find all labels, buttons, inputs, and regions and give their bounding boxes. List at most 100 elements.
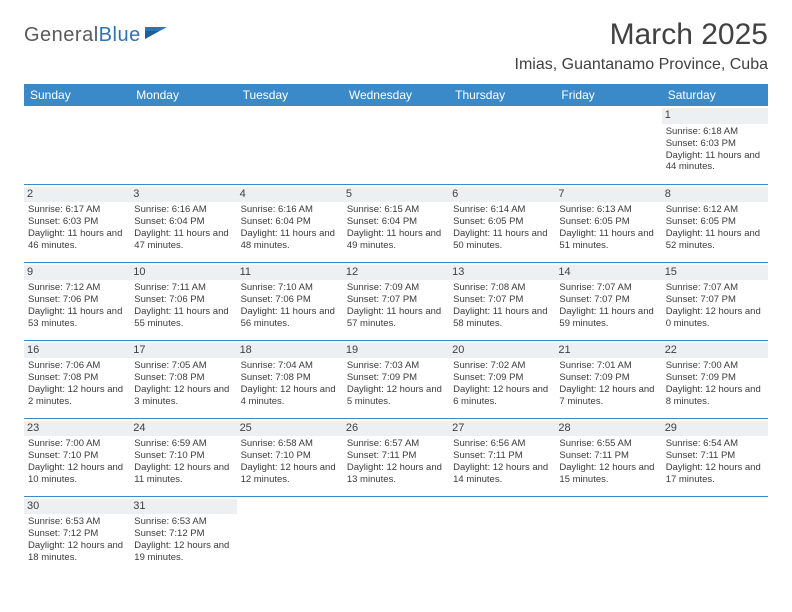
sunset-text: Sunset: 7:08 PM xyxy=(134,372,232,384)
sunset-text: Sunset: 6:05 PM xyxy=(666,216,764,228)
sunrise-text: Sunrise: 7:12 AM xyxy=(28,282,126,294)
daylight-text: Daylight: 12 hours and 14 minutes. xyxy=(453,462,551,486)
sunset-text: Sunset: 6:03 PM xyxy=(28,216,126,228)
sunset-text: Sunset: 7:06 PM xyxy=(241,294,339,306)
sunset-text: Sunset: 7:07 PM xyxy=(347,294,445,306)
calendar-cell: 23Sunrise: 7:00 AMSunset: 7:10 PMDayligh… xyxy=(24,418,130,496)
calendar-cell xyxy=(555,106,661,184)
sunset-text: Sunset: 7:10 PM xyxy=(241,450,339,462)
day-number: 19 xyxy=(343,343,449,359)
calendar-cell: 19Sunrise: 7:03 AMSunset: 7:09 PMDayligh… xyxy=(343,340,449,418)
daylight-text: Daylight: 11 hours and 48 minutes. xyxy=(241,228,339,252)
calendar-cell: 20Sunrise: 7:02 AMSunset: 7:09 PMDayligh… xyxy=(449,340,555,418)
calendar-cell: 10Sunrise: 7:11 AMSunset: 7:06 PMDayligh… xyxy=(130,262,236,340)
calendar-row: 16Sunrise: 7:06 AMSunset: 7:08 PMDayligh… xyxy=(24,340,768,418)
day-number: 10 xyxy=(130,265,236,281)
sunset-text: Sunset: 7:09 PM xyxy=(453,372,551,384)
sunset-text: Sunset: 7:12 PM xyxy=(28,528,126,540)
sunrise-text: Sunrise: 6:54 AM xyxy=(666,438,764,450)
calendar-row: 1Sunrise: 6:18 AMSunset: 6:03 PMDaylight… xyxy=(24,106,768,184)
daylight-text: Daylight: 12 hours and 13 minutes. xyxy=(347,462,445,486)
calendar-cell: 26Sunrise: 6:57 AMSunset: 7:11 PMDayligh… xyxy=(343,418,449,496)
sunset-text: Sunset: 7:07 PM xyxy=(453,294,551,306)
day-number: 18 xyxy=(237,343,343,359)
day-number: 14 xyxy=(555,265,661,281)
sunset-text: Sunset: 7:09 PM xyxy=(559,372,657,384)
sunset-text: Sunset: 6:03 PM xyxy=(666,138,764,150)
calendar-table: Sunday Monday Tuesday Wednesday Thursday… xyxy=(24,84,768,574)
day-number: 8 xyxy=(662,187,768,203)
calendar-row: 23Sunrise: 7:00 AMSunset: 7:10 PMDayligh… xyxy=(24,418,768,496)
sunrise-text: Sunrise: 6:12 AM xyxy=(666,204,764,216)
calendar-cell: 27Sunrise: 6:56 AMSunset: 7:11 PMDayligh… xyxy=(449,418,555,496)
day-number: 5 xyxy=(343,187,449,203)
sunset-text: Sunset: 7:11 PM xyxy=(559,450,657,462)
calendar-row: 9Sunrise: 7:12 AMSunset: 7:06 PMDaylight… xyxy=(24,262,768,340)
sunrise-text: Sunrise: 7:05 AM xyxy=(134,360,232,372)
calendar-cell xyxy=(555,496,661,574)
calendar-cell xyxy=(237,106,343,184)
day-number: 22 xyxy=(662,343,768,359)
daylight-text: Daylight: 12 hours and 12 minutes. xyxy=(241,462,339,486)
calendar-cell: 4Sunrise: 6:16 AMSunset: 6:04 PMDaylight… xyxy=(237,184,343,262)
calendar-cell: 1Sunrise: 6:18 AMSunset: 6:03 PMDaylight… xyxy=(662,106,768,184)
sunrise-text: Sunrise: 6:53 AM xyxy=(134,516,232,528)
daylight-text: Daylight: 12 hours and 6 minutes. xyxy=(453,384,551,408)
sunrise-text: Sunrise: 7:09 AM xyxy=(347,282,445,294)
dayhead-monday: Monday xyxy=(130,84,236,106)
daylight-text: Daylight: 11 hours and 56 minutes. xyxy=(241,306,339,330)
sunrise-text: Sunrise: 7:07 AM xyxy=(666,282,764,294)
day-number: 11 xyxy=(237,265,343,281)
sunset-text: Sunset: 7:07 PM xyxy=(666,294,764,306)
calendar-cell: 25Sunrise: 6:58 AMSunset: 7:10 PMDayligh… xyxy=(237,418,343,496)
calendar-cell: 9Sunrise: 7:12 AMSunset: 7:06 PMDaylight… xyxy=(24,262,130,340)
calendar-cell xyxy=(24,106,130,184)
daylight-text: Daylight: 11 hours and 44 minutes. xyxy=(666,150,764,174)
daylight-text: Daylight: 12 hours and 19 minutes. xyxy=(134,540,232,564)
sunrise-text: Sunrise: 7:10 AM xyxy=(241,282,339,294)
day-number: 6 xyxy=(449,187,555,203)
sunrise-text: Sunrise: 7:00 AM xyxy=(28,438,126,450)
daylight-text: Daylight: 12 hours and 5 minutes. xyxy=(347,384,445,408)
logo-text: GeneralBlue xyxy=(24,24,141,47)
logo-text-part2: Blue xyxy=(99,24,141,46)
dayhead-saturday: Saturday xyxy=(662,84,768,106)
sunrise-text: Sunrise: 7:02 AM xyxy=(453,360,551,372)
calendar-row: 2Sunrise: 6:17 AMSunset: 6:03 PMDaylight… xyxy=(24,184,768,262)
daylight-text: Daylight: 11 hours and 59 minutes. xyxy=(559,306,657,330)
calendar-cell: 2Sunrise: 6:17 AMSunset: 6:03 PMDaylight… xyxy=(24,184,130,262)
daylight-text: Daylight: 11 hours and 47 minutes. xyxy=(134,228,232,252)
daylight-text: Daylight: 12 hours and 0 minutes. xyxy=(666,306,764,330)
calendar-cell xyxy=(130,106,236,184)
sunrise-text: Sunrise: 7:03 AM xyxy=(347,360,445,372)
calendar-cell xyxy=(449,106,555,184)
daylight-text: Daylight: 11 hours and 53 minutes. xyxy=(28,306,126,330)
calendar-cell: 29Sunrise: 6:54 AMSunset: 7:11 PMDayligh… xyxy=(662,418,768,496)
day-number: 17 xyxy=(130,343,236,359)
day-number: 7 xyxy=(555,187,661,203)
calendar-cell: 11Sunrise: 7:10 AMSunset: 7:06 PMDayligh… xyxy=(237,262,343,340)
sunset-text: Sunset: 7:11 PM xyxy=(347,450,445,462)
day-number: 21 xyxy=(555,343,661,359)
daylight-text: Daylight: 11 hours and 52 minutes. xyxy=(666,228,764,252)
sunset-text: Sunset: 7:08 PM xyxy=(241,372,339,384)
calendar-body: 1Sunrise: 6:18 AMSunset: 6:03 PMDaylight… xyxy=(24,106,768,574)
day-number: 23 xyxy=(24,421,130,437)
day-number: 31 xyxy=(130,499,236,515)
sunrise-text: Sunrise: 7:08 AM xyxy=(453,282,551,294)
day-number: 1 xyxy=(662,108,768,124)
daylight-text: Daylight: 12 hours and 17 minutes. xyxy=(666,462,764,486)
calendar-cell xyxy=(237,496,343,574)
sunrise-text: Sunrise: 6:16 AM xyxy=(241,204,339,216)
daylight-text: Daylight: 12 hours and 11 minutes. xyxy=(134,462,232,486)
calendar-cell xyxy=(343,496,449,574)
sunrise-text: Sunrise: 7:01 AM xyxy=(559,360,657,372)
calendar-cell: 6Sunrise: 6:14 AMSunset: 6:05 PMDaylight… xyxy=(449,184,555,262)
daylight-text: Daylight: 12 hours and 10 minutes. xyxy=(28,462,126,486)
dayhead-sunday: Sunday xyxy=(24,84,130,106)
calendar-cell xyxy=(343,106,449,184)
sunset-text: Sunset: 7:12 PM xyxy=(134,528,232,540)
daylight-text: Daylight: 11 hours and 51 minutes. xyxy=(559,228,657,252)
day-number: 27 xyxy=(449,421,555,437)
calendar-cell: 5Sunrise: 6:15 AMSunset: 6:04 PMDaylight… xyxy=(343,184,449,262)
